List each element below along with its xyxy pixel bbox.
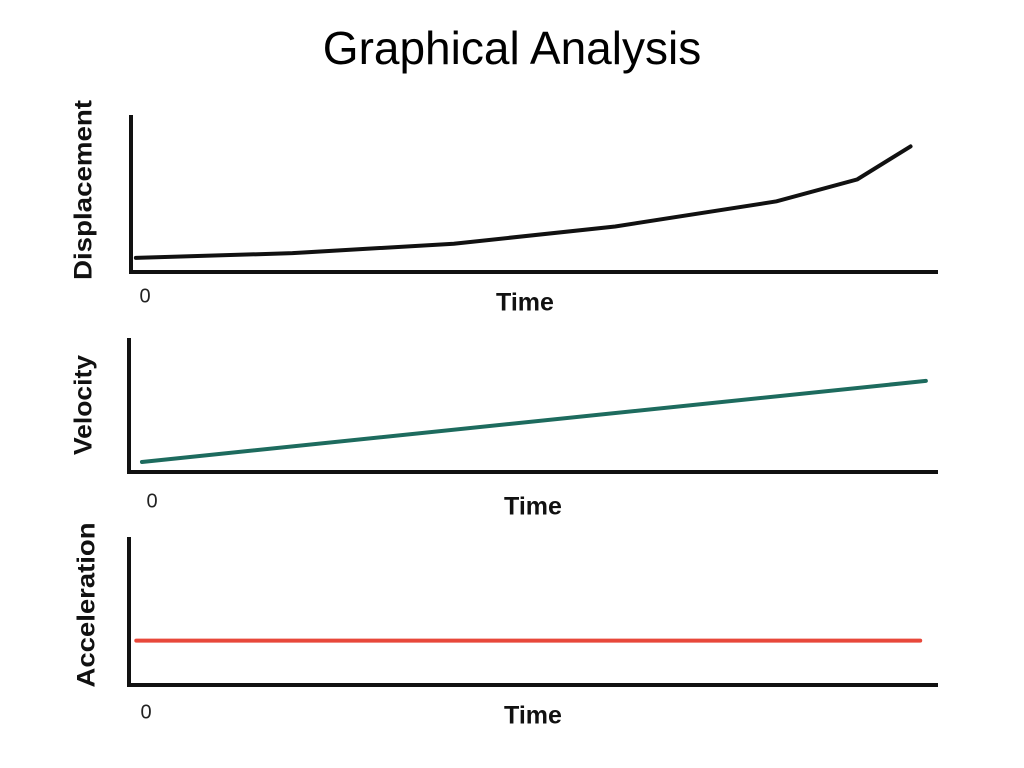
x-axis-title: Time: [504, 493, 562, 521]
slide-title: Graphical Analysis: [323, 22, 701, 74]
chart: Displacement Time 0: [70, 99, 938, 317]
x-tick-label: 0: [139, 285, 150, 307]
chart: Acceleration Time 0: [73, 523, 938, 730]
y-axis-title: Velocity: [70, 355, 98, 455]
chart: Velocity Time 0: [70, 338, 938, 521]
y-axis-title: Displacement: [70, 99, 98, 280]
y-axis-title: Acceleration: [73, 523, 101, 688]
x-axis-title: Time: [496, 289, 554, 317]
x-tick-label: 0: [146, 490, 157, 512]
data-line: [139, 378, 928, 464]
data-line: [133, 144, 913, 260]
x-tick-label: 0: [140, 701, 151, 723]
x-axis-title: Time: [504, 702, 562, 730]
